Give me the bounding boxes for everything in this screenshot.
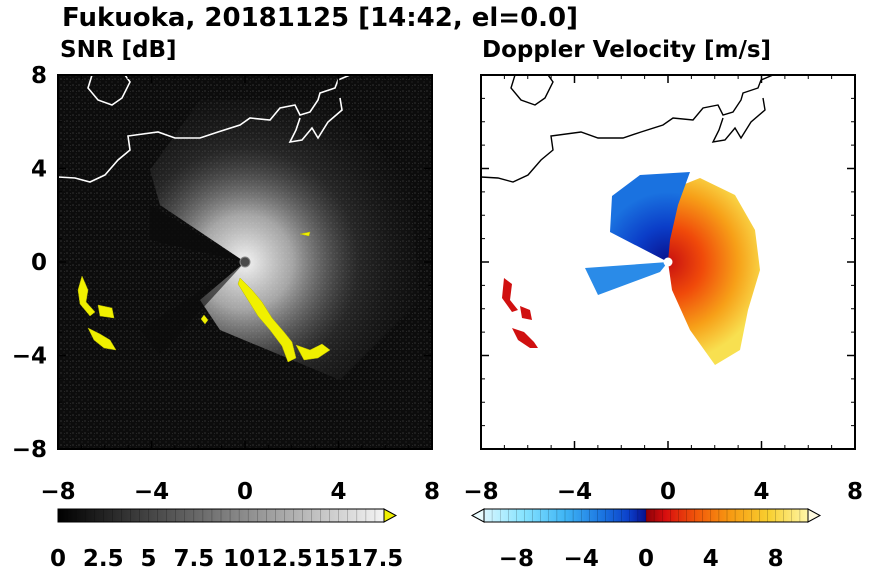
snr-strong-echoes xyxy=(77,231,331,363)
velocity-colorbar: −8 −4 0 4 8 xyxy=(470,508,822,572)
snr-y-tick-label: 4 xyxy=(31,157,47,183)
velocity-colorbar-extend-min xyxy=(470,508,485,523)
velocity-colorbar-extend-max xyxy=(807,508,822,523)
snr-x-tick-label: 8 xyxy=(424,479,440,505)
figure-title: Fukuoka, 20181125 [14:42, el=0.0] xyxy=(62,3,578,33)
velocity-x-tick-label: −8 xyxy=(463,479,498,505)
snr-image xyxy=(58,75,432,449)
snr-colorbar-tick-label: 5 xyxy=(141,546,157,570)
snr-y-tick-label: −8 xyxy=(12,437,47,463)
velocity-x-tick-label: 4 xyxy=(753,479,769,505)
snr-y-ticks: 8 4 0 −4 −8 xyxy=(12,63,432,463)
snr-x-tick-label: −8 xyxy=(40,479,75,505)
velocity-panel: Doppler Velocity [m/s] −8 −4 0 4 8 xyxy=(463,37,863,505)
snr-blocked-sector-upper xyxy=(150,205,245,262)
velocity-receding-echoes xyxy=(668,178,760,365)
velocity-x-tick-label: 0 xyxy=(660,479,676,505)
snr-y-tick-label: 8 xyxy=(31,63,47,89)
velocity-panel-title: Doppler Velocity [m/s] xyxy=(482,37,771,63)
velocity-approaching-low-echoes xyxy=(585,262,668,295)
snr-x-ticks: −8 −4 0 4 8 xyxy=(40,75,440,505)
snr-colorbar-tick-label: 12.5 xyxy=(256,546,313,570)
snr-colorbar-tick-label: 17.5 xyxy=(347,546,404,570)
snr-panel-title: SNR [dB] xyxy=(60,37,177,63)
velocity-x-ticks: −8 −4 0 4 8 xyxy=(463,75,863,505)
snr-radar-site xyxy=(239,256,251,268)
velocity-x-tick-label: −4 xyxy=(557,479,592,505)
snr-blocked-sector-lower xyxy=(140,262,245,355)
snr-x-tick-label: −4 xyxy=(134,479,169,505)
velocity-colorbar-ticks: −8 −4 0 4 8 xyxy=(483,509,801,572)
velocity-y-ticks xyxy=(481,74,855,450)
snr-panel: SNR [dB] −8 −4 0 4 8 8 xyxy=(12,37,440,505)
velocity-colorbar-tick-label: 4 xyxy=(703,546,719,570)
snr-coastline xyxy=(58,75,351,183)
velocity-coastline xyxy=(481,75,774,183)
snr-y-tick-label: −4 xyxy=(12,344,47,370)
velocity-radar-site xyxy=(663,257,673,267)
velocity-colorbar-tick-label: 8 xyxy=(768,546,784,570)
velocity-approaching-echoes xyxy=(610,172,690,262)
snr-colorbar-extend-triangle xyxy=(383,508,398,523)
velocity-x-tick-label: 8 xyxy=(847,479,863,505)
velocity-colorbar-tick-label: 0 xyxy=(638,546,654,570)
snr-x-tick-label: 0 xyxy=(237,479,253,505)
snr-x-tick-label: 4 xyxy=(330,479,346,505)
snr-colorbar-tick-label: 7.5 xyxy=(173,546,214,570)
velocity-colorbar-tick-label: −8 xyxy=(499,546,534,570)
snr-y-tick-label: 0 xyxy=(31,250,47,276)
snr-colorbar-tick-label: 0 xyxy=(50,546,66,570)
velocity-image xyxy=(481,75,855,449)
velocity-isolated-echoes xyxy=(502,278,538,348)
snr-colorbar-ticks: 0 2.5 5 7.5 10 12.5 15 17.5 xyxy=(50,509,404,572)
snr-colorbar-tick-label: 2.5 xyxy=(83,546,124,570)
snr-echo-fan xyxy=(150,100,420,380)
snr-colorbar: 0 2.5 5 7.5 10 12.5 15 17.5 xyxy=(50,508,404,572)
snr-colorbar-tick-label: 10 xyxy=(223,546,255,570)
velocity-colorbar-tick-label: −4 xyxy=(564,546,599,570)
snr-colorbar-tick-label: 15 xyxy=(314,546,346,570)
